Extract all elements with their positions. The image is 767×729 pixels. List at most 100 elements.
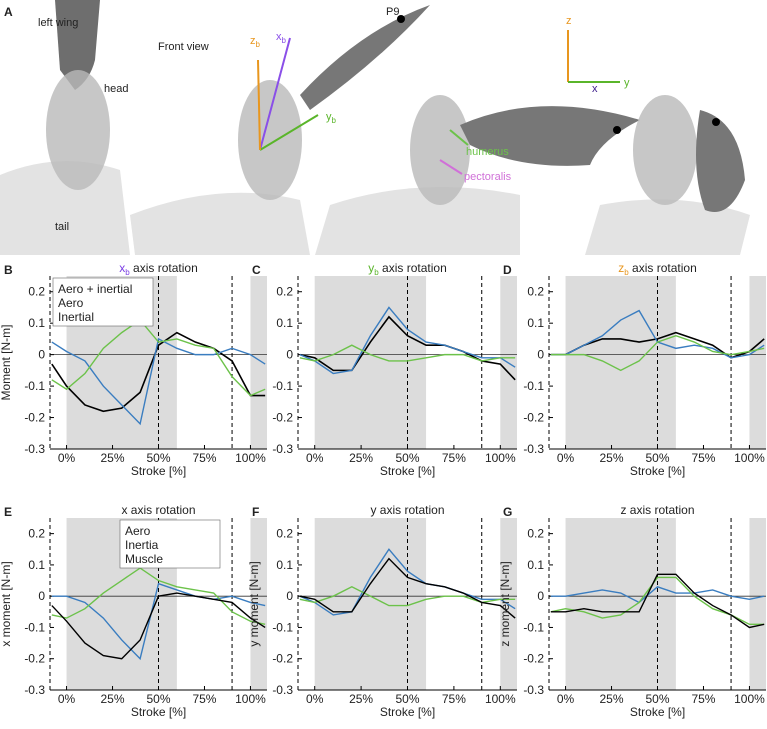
title-symbol: y [370, 503, 376, 517]
title-symbol: x [119, 261, 125, 275]
legend-entry: Aero [58, 296, 84, 310]
floor [315, 187, 520, 255]
y-tick-label: -0.1 [523, 379, 544, 393]
panel-letter: E [4, 505, 12, 519]
y-axis-label: x moment [N-m] [0, 561, 13, 646]
y-tick-label: -0.2 [523, 411, 544, 425]
y-axis-label: Moment [N-m] [0, 324, 13, 400]
x-tick-label: 50% [645, 692, 669, 706]
chart-title: z axis rotation [620, 503, 694, 517]
axis-arrow [257, 59, 261, 151]
y-tick-label: 0 [286, 348, 293, 362]
series-line [51, 319, 266, 397]
axis-arrow [259, 37, 291, 151]
y-tick-label: 0 [286, 589, 293, 603]
chart-title: zb axis rotation [618, 261, 697, 277]
y-tick-label: 0 [38, 348, 45, 362]
chart-title: xb axis rotation [119, 261, 198, 277]
symbol: x [276, 31, 282, 43]
x-tick-label: 75% [442, 692, 466, 706]
label: P9 [386, 6, 399, 18]
x-tick-label: 25% [600, 692, 624, 706]
shaded-region [565, 276, 676, 449]
title-text: axis rotation [379, 261, 447, 275]
series-line [51, 567, 266, 626]
title-text: axis rotation [130, 261, 198, 275]
y-tick-label: 0 [537, 589, 544, 603]
panel-letter: F [252, 505, 259, 519]
y-tick-label: -0.3 [272, 683, 293, 697]
x-axis-label: Stroke [%] [380, 705, 435, 719]
y-tick-label: -0.1 [272, 379, 293, 393]
y-axis-label: z moment [N-m] [498, 561, 512, 646]
panel-letter: C [252, 263, 261, 277]
symbol: y [326, 111, 332, 123]
y-tick-label: 0.2 [276, 527, 293, 541]
x-tick-label: 50% [146, 451, 170, 465]
shaded-region [314, 276, 427, 449]
label: head [104, 83, 128, 95]
shaded-region [314, 518, 427, 690]
x-tick-label: 75% [691, 451, 715, 465]
subscript: b [256, 40, 261, 49]
x-tick-label: 25% [101, 451, 125, 465]
label: tail [55, 221, 69, 233]
chart-title: yb axis rotation [368, 261, 447, 277]
panel-letter: D [503, 263, 512, 277]
y-tick-label: -0.3 [24, 683, 45, 697]
x-tick-label: 75% [192, 692, 216, 706]
x-tick-label: 0% [58, 451, 76, 465]
marker [712, 118, 720, 126]
y-tick-label: 0.1 [28, 558, 45, 572]
x-tick-label: 25% [101, 692, 125, 706]
legend-box [52, 277, 154, 327]
panel-letter: A [4, 5, 13, 19]
legend-entry: Aero [125, 524, 151, 538]
y-tick-label: -0.3 [523, 442, 544, 456]
legend-entry: Inertial [58, 310, 94, 324]
y-tick-label: 0.2 [527, 285, 544, 299]
x-tick-label: 25% [349, 692, 373, 706]
shaded-region [749, 518, 766, 690]
x-tick-label: 0% [557, 451, 575, 465]
series-line [51, 582, 266, 661]
y-tick-label: 0 [38, 589, 45, 603]
x-tick-label: 100% [734, 692, 765, 706]
label: left wing [38, 17, 78, 29]
left-wing [55, 0, 100, 90]
y-tick-label: -0.2 [272, 652, 293, 666]
x-tick-label: 0% [306, 451, 324, 465]
title-text: axis rotation [629, 261, 697, 275]
axis-label: yb [326, 111, 337, 125]
x-tick-label: 0% [306, 692, 324, 706]
y-tick-label: -0.3 [24, 442, 45, 456]
y-tick-label: -0.3 [523, 683, 544, 697]
axis-label: x [592, 83, 598, 95]
legend-entry: Muscle [125, 552, 163, 566]
title-symbol: x [121, 503, 127, 517]
y-tick-label: 0.1 [28, 316, 45, 330]
title-text: axis rotation [376, 503, 444, 517]
series-line [299, 548, 516, 616]
x-axis-label: Stroke [%] [380, 464, 435, 478]
series-line [550, 573, 765, 629]
x-axis-label: Stroke [%] [630, 464, 685, 478]
x-tick-label: 50% [146, 692, 170, 706]
pointer [439, 159, 463, 175]
y-tick-label: -0.2 [523, 652, 544, 666]
y-tick-label: 0.1 [276, 558, 293, 572]
y-tick-label: -0.1 [24, 620, 45, 634]
axis-label: zb [250, 35, 261, 49]
y-tick-label: 0.1 [527, 316, 544, 330]
y-tick-label: -0.1 [523, 620, 544, 634]
axis-label: y [624, 77, 630, 89]
y-tick-label: 0 [537, 348, 544, 362]
y-tick-label: 0.2 [28, 527, 45, 541]
y-axis-label: y moment [N-m] [247, 561, 261, 646]
y-tick-label: 0.1 [527, 558, 544, 572]
subscript: b [332, 116, 337, 125]
x-tick-label: 0% [58, 692, 76, 706]
floor [130, 192, 310, 255]
